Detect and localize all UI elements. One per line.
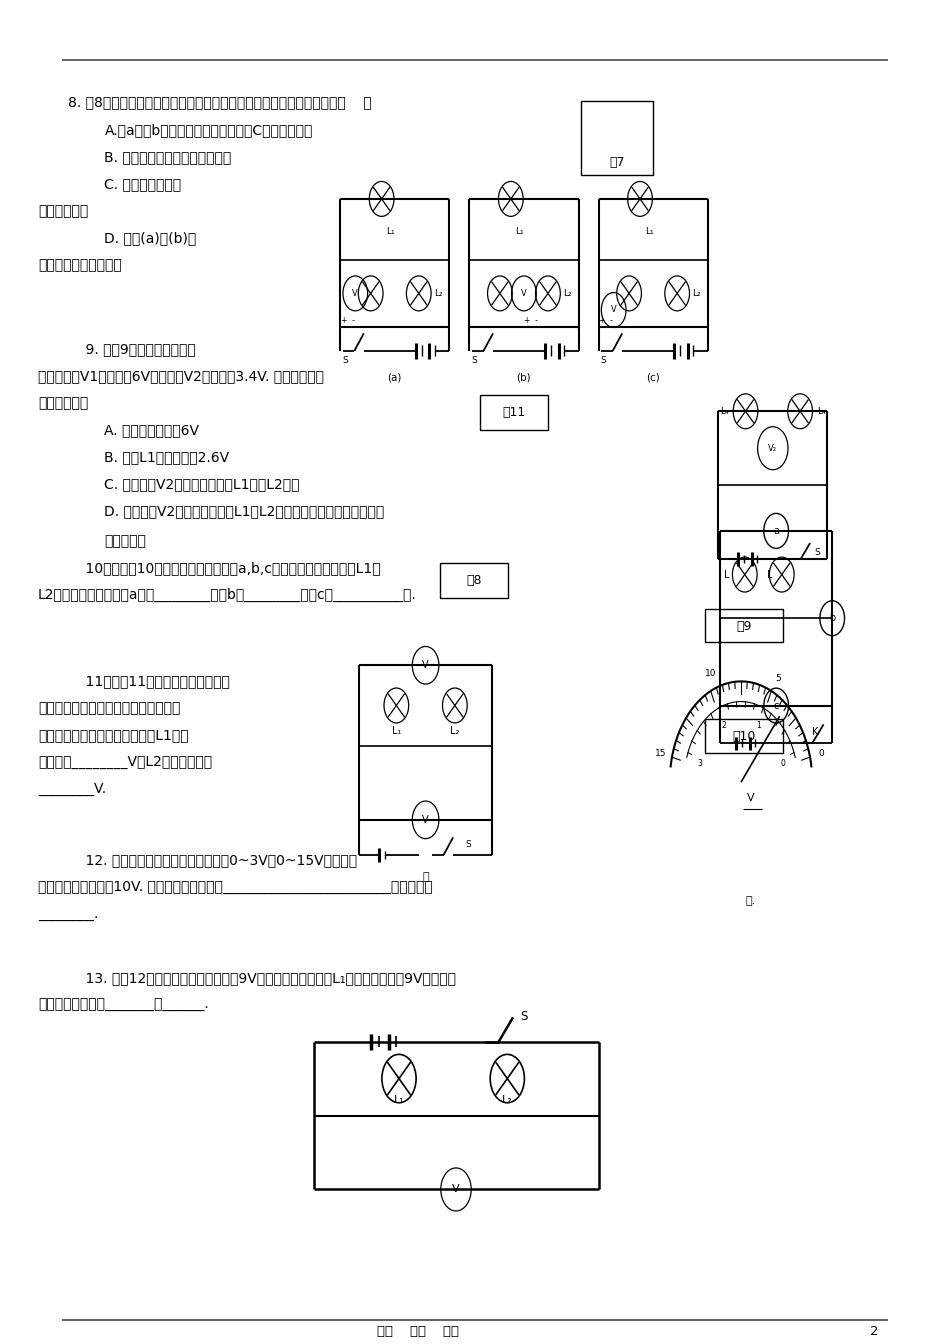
Text: D. 只有(a)、(b)两: D. 只有(a)、(b)两 [104, 231, 197, 245]
Text: 图10: 图10 [732, 730, 755, 743]
Text: L: L [724, 570, 730, 579]
Text: S: S [521, 1009, 528, 1023]
Text: c: c [773, 700, 779, 711]
Text: L₂: L₂ [502, 1095, 513, 1105]
Text: C. 将电压表V2换成电流表，则L1亮，L2不亮: C. 将电压表V2换成电流表，则L1亮，L2不亮 [104, 477, 300, 491]
Text: 中不正确的是: 中不正确的是 [38, 396, 88, 410]
Bar [480, 395, 548, 430]
Bar [440, 563, 508, 598]
Text: V₂: V₂ [769, 444, 777, 453]
Text: 11、如图11甲所示的电路，闭合开: 11、如图11甲所示的电路，闭合开 [68, 675, 230, 688]
Text: A. 可知电源电压为6V: A. 可知电源电压为6V [104, 423, 200, 437]
Text: 用心    爱心    专心: 用心 爱心 专心 [377, 1325, 459, 1339]
Text: C. 三种接法的测量: C. 三种接法的测量 [104, 177, 181, 191]
Text: V: V [521, 289, 527, 298]
Bar [581, 101, 653, 175]
Text: 0: 0 [780, 758, 785, 767]
Text: D. 将电压表V2换成电流表，则L1与L2并联，电流表测于路上的电流: D. 将电压表V2换成电流表，则L1与L2并联，电流表测于路上的电流 [104, 504, 385, 517]
Bar [705, 609, 783, 642]
Text: L₄: L₄ [720, 407, 729, 415]
Text: S: S [471, 356, 477, 366]
Text: S: S [600, 356, 606, 366]
Text: 种接法的测量结果相同: 种接法的测量结果相同 [38, 258, 122, 271]
Text: V: V [452, 1184, 460, 1195]
Text: +  -: + - [599, 316, 614, 325]
Text: 9. 如图9的电路中，闭合开: 9. 如图9的电路中，闭合开 [68, 343, 196, 356]
Text: L₄: L₄ [817, 407, 826, 415]
Text: S: S [466, 840, 471, 848]
Text: 15: 15 [656, 749, 667, 758]
Text: 甲: 甲 [423, 872, 428, 882]
Text: 10、如右图10所示的电路里，在圆圈a,b,c上连接适当电表，使灯L1和: 10、如右图10所示的电路里，在圆圈a,b,c上连接适当电表，使灯L1和 [68, 562, 381, 575]
Text: 图9: 图9 [736, 620, 751, 633]
Text: L₂: L₂ [563, 289, 572, 298]
Text: V: V [611, 305, 617, 314]
Text: a: a [773, 526, 779, 536]
Text: (b): (b) [517, 372, 531, 382]
Text: +  -: + - [524, 316, 538, 325]
Text: 3: 3 [697, 758, 702, 767]
Text: ________.: ________. [38, 907, 99, 921]
Bar [705, 719, 783, 753]
Text: 0: 0 [818, 749, 824, 758]
Text: L₁: L₁ [391, 726, 401, 737]
Text: S: S [342, 356, 348, 366]
Text: 5: 5 [775, 673, 782, 683]
Text: 10: 10 [705, 669, 716, 677]
Text: A.（a）（b）的测量结果之和等于（C）的测量结果: A.（a）（b）的测量结果之和等于（C）的测量结果 [104, 124, 313, 137]
Text: L₂: L₂ [693, 289, 701, 298]
Text: L₁: L₁ [645, 227, 654, 235]
Text: 图11: 图11 [503, 406, 525, 419]
Text: 图8: 图8 [466, 574, 482, 587]
Text: 结果都不相同: 结果都不相同 [38, 204, 88, 218]
Text: L2并联且能发光，那么a应是________表；b是________表；c是__________表.: L2并联且能发光，那么a应是________表；b是________表；c是__… [38, 589, 417, 602]
Text: V: V [747, 793, 754, 802]
Text: L₂: L₂ [450, 726, 460, 737]
Text: 1: 1 [756, 720, 761, 730]
Text: B. 三种接法的测量结果是一样的: B. 三种接法的测量结果是一样的 [104, 151, 232, 164]
Text: 2: 2 [870, 1325, 878, 1339]
Text: B. 可知L1两端电压为2.6V: B. 可知L1两端电压为2.6V [104, 450, 230, 464]
Text: K: K [812, 727, 818, 738]
Text: (a): (a) [388, 372, 402, 382]
Text: ________V.: ________V. [38, 782, 106, 796]
Text: L: L [767, 570, 772, 579]
Text: S: S [814, 548, 820, 556]
Text: 图7: 图7 [610, 156, 625, 169]
Text: 12. 某同学用有两个量程为电压表（0~3V和0~15V）测两节: 12. 某同学用有两个量程为电压表（0~3V和0~15V）测两节 [68, 853, 357, 867]
Text: V: V [423, 660, 428, 671]
Text: 2: 2 [721, 720, 726, 730]
Text: +  -: + - [341, 316, 355, 325]
Text: 二、填空题: 二、填空题 [104, 535, 146, 548]
Text: (c): (c) [646, 372, 660, 382]
Text: L₁: L₁ [393, 1095, 405, 1105]
Text: 8. 图8是利用电压表测量并联电路电压的三种接法，下列说法正确的是（    ）: 8. 图8是利用电压表测量并联电路电压的三种接法，下列说法正确的是（ ） [68, 95, 372, 109]
Text: L₂: L₂ [434, 289, 443, 298]
Text: 指针所指的位置如图乙所示，则L1两端: 指针所指的位置如图乙所示，则L1两端 [38, 728, 189, 742]
Text: L₁: L₁ [516, 227, 524, 235]
Text: V: V [423, 814, 428, 825]
Text: 的电压是________V，L2两端的电压是: 的电压是________V，L2两端的电压是 [38, 755, 212, 769]
Text: 关，电压表V1的示数为6V，电压表V2的示数为3.4V. 那么下列说法: 关，电压表V1的示数为6V，电压表V2的示数为3.4V. 那么下列说法 [38, 370, 324, 383]
Text: 关后两灯都能发光，并且两块电压表的: 关后两灯都能发光，并且两块电压表的 [38, 702, 180, 715]
Text: 13. 如图12所示的电路，电源电压为9V，当开关闭合时，灯L₁两端的电压也为9V，则产生: 13. 如图12所示的电路，电源电压为9V，当开关闭合时，灯L₁两端的电压也为9… [68, 972, 456, 985]
Text: 乙.: 乙. [746, 896, 755, 906]
Text: V: V [352, 289, 358, 298]
Text: L₁: L₁ [387, 227, 395, 235]
Text: b: b [829, 613, 835, 624]
Text: 电池组电压，记录是10V. 他出现错误的原因是________________________标电压应是: 电池组电压，记录是10V. 他出现错误的原因是_________________… [38, 880, 433, 894]
Text: 故障的原因可能是_______或______.: 故障的原因可能是_______或______. [38, 999, 209, 1012]
